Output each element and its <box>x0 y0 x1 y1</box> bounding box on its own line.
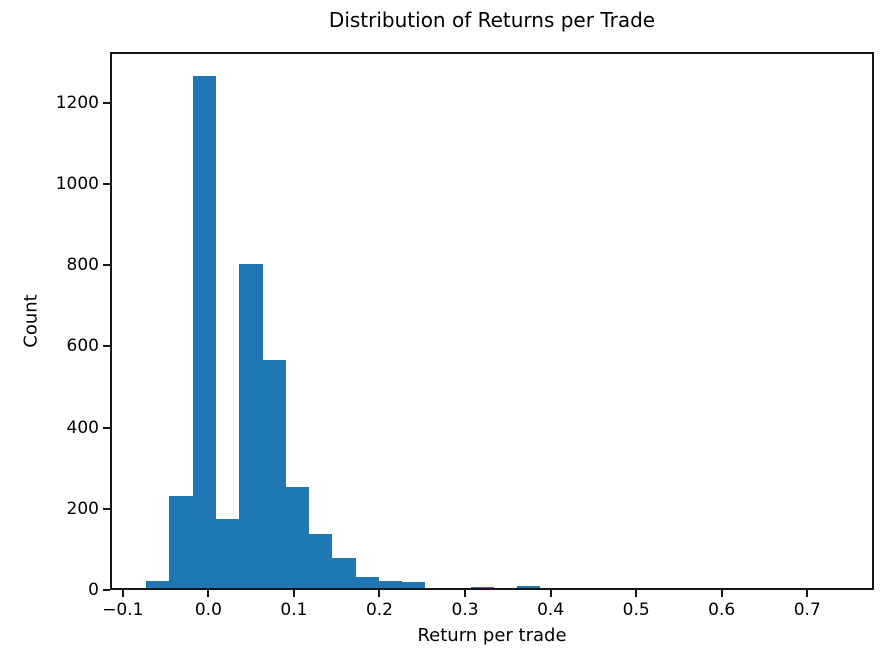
y-tick-mark <box>103 264 110 267</box>
x-tick-mark <box>720 590 723 597</box>
histogram-bar <box>517 585 541 588</box>
x-tick-label: 0.5 <box>622 600 650 620</box>
y-tick-label: 200 <box>66 498 99 519</box>
x-tick-label: 0.4 <box>537 600 565 620</box>
x-tick-label: 0.6 <box>708 600 736 620</box>
x-tick-label: 0.2 <box>365 600 394 620</box>
y-tick-mark <box>103 345 110 348</box>
y-tick-label: 0 <box>88 580 99 600</box>
histogram-bar <box>263 360 287 588</box>
x-tick-mark <box>292 590 295 597</box>
y-tick-mark <box>103 182 110 185</box>
x-tick-label: 0.3 <box>451 600 479 620</box>
y-tick-label: 400 <box>66 417 99 438</box>
x-tick-mark <box>207 590 210 597</box>
histogram-bar <box>378 580 402 588</box>
chart-title: Distribution of Returns per Trade <box>328 8 656 32</box>
histogram-bar <box>332 557 356 588</box>
y-tick-label: 1200 <box>55 92 99 113</box>
y-tick-mark <box>103 507 110 510</box>
histogram-bar <box>239 263 264 588</box>
x-tick-label: −0.1 <box>102 600 144 620</box>
x-tick-mark <box>806 590 809 597</box>
histogram-bar <box>145 581 170 588</box>
histogram-bar <box>309 533 333 588</box>
plot-area <box>110 52 874 590</box>
histogram-bar <box>355 577 379 588</box>
x-tick-label: 0.1 <box>280 600 308 620</box>
x-axis-label: Return per trade <box>417 625 567 646</box>
histogram-bar <box>286 486 310 588</box>
x-tick-mark <box>549 590 552 597</box>
x-tick-mark <box>378 590 381 597</box>
y-axis-label: Count <box>20 294 42 348</box>
histogram-bar <box>216 518 240 588</box>
histogram-bar <box>471 586 495 588</box>
y-tick-label: 600 <box>66 336 99 357</box>
y-tick-mark <box>103 589 110 591</box>
x-tick-mark <box>464 590 467 597</box>
y-tick-label: 800 <box>66 255 99 276</box>
y-tick-mark <box>103 101 110 104</box>
histogram-bar <box>169 495 193 588</box>
y-tick-label: 1000 <box>55 173 99 194</box>
y-tick-mark <box>103 426 110 429</box>
histogram-bar <box>192 76 217 588</box>
x-tick-label: 0.0 <box>194 600 222 620</box>
x-tick-label: 0.7 <box>793 600 821 620</box>
histogram-bar <box>401 581 425 588</box>
x-tick-mark <box>635 590 638 597</box>
x-tick-mark <box>121 590 124 597</box>
